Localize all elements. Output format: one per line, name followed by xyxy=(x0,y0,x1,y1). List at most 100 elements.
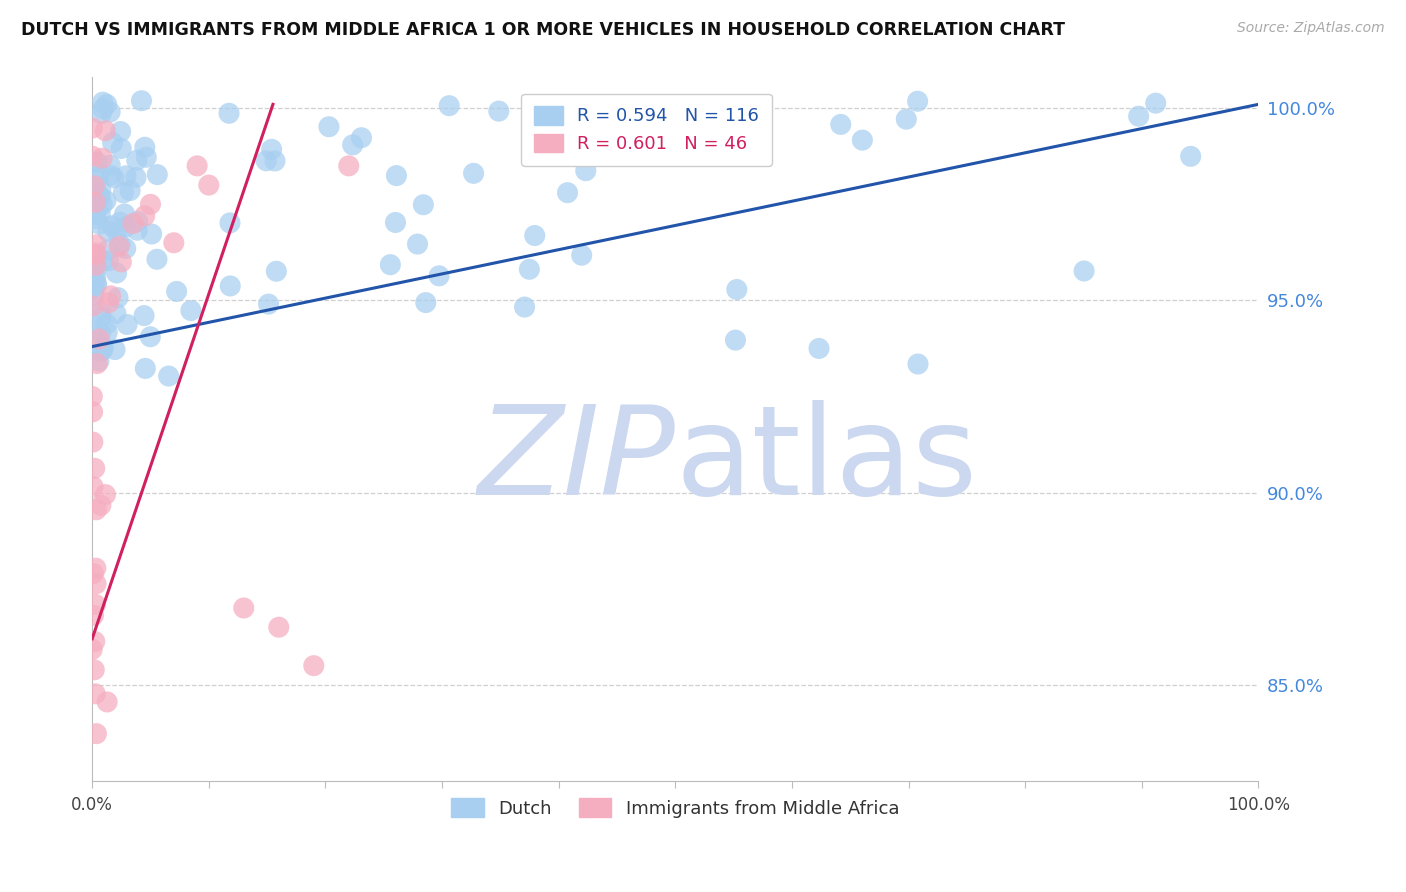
Point xyxy=(337,159,360,173)
Point xyxy=(575,163,598,178)
Point xyxy=(112,186,135,200)
Text: atlas: atlas xyxy=(675,401,977,522)
Point xyxy=(110,141,132,155)
Point xyxy=(557,186,579,200)
Point xyxy=(101,136,124,150)
Point xyxy=(135,150,157,164)
Point xyxy=(82,149,104,163)
Point xyxy=(115,169,138,183)
Point xyxy=(267,620,290,634)
Point xyxy=(84,503,107,517)
Point xyxy=(107,291,129,305)
Point xyxy=(91,102,114,116)
Point xyxy=(519,262,541,277)
Point xyxy=(108,215,131,229)
Point xyxy=(84,195,107,210)
Point xyxy=(89,208,111,222)
Point xyxy=(907,94,929,108)
Point xyxy=(412,198,434,212)
Point xyxy=(134,209,156,223)
Point xyxy=(84,211,107,226)
Point xyxy=(157,369,180,384)
Point xyxy=(84,258,107,272)
Point xyxy=(86,184,108,198)
Point xyxy=(513,300,536,314)
Point xyxy=(82,260,104,275)
Point xyxy=(350,130,373,145)
Point xyxy=(115,318,138,332)
Text: ZIP: ZIP xyxy=(478,401,675,522)
Point xyxy=(571,248,593,262)
Point xyxy=(97,295,120,310)
Point xyxy=(266,264,288,278)
Point xyxy=(108,236,131,251)
Point xyxy=(385,169,408,183)
Point xyxy=(96,97,118,112)
Point xyxy=(218,106,240,120)
Point xyxy=(100,289,122,303)
Point xyxy=(82,389,104,403)
Point xyxy=(342,137,364,152)
Point xyxy=(97,243,120,257)
Point xyxy=(82,120,104,135)
Point xyxy=(86,278,108,293)
Point xyxy=(90,183,112,197)
Point xyxy=(83,205,105,219)
Point xyxy=(84,207,107,221)
Point xyxy=(89,305,111,319)
Point xyxy=(101,219,124,233)
Point xyxy=(84,576,107,591)
Point xyxy=(125,170,148,185)
Point xyxy=(96,317,118,331)
Point xyxy=(94,124,117,138)
Point xyxy=(830,117,852,131)
Point xyxy=(94,487,117,501)
Point xyxy=(84,270,107,285)
Point xyxy=(380,258,402,272)
Point xyxy=(219,216,242,230)
Point xyxy=(82,566,104,581)
Point xyxy=(83,281,105,295)
Point xyxy=(114,219,136,234)
Point xyxy=(84,561,107,575)
Point xyxy=(725,283,748,297)
Point xyxy=(427,268,450,283)
Point xyxy=(437,98,460,112)
Legend: Dutch, Immigrants from Middle Africa: Dutch, Immigrants from Middle Africa xyxy=(444,791,907,825)
Point xyxy=(807,342,830,356)
Point xyxy=(110,255,132,269)
Point xyxy=(1144,96,1167,111)
Point xyxy=(82,435,104,450)
Point xyxy=(82,608,104,623)
Point xyxy=(139,330,162,344)
Point xyxy=(89,217,111,231)
Point xyxy=(163,235,186,250)
Point xyxy=(83,461,105,475)
Point xyxy=(90,310,112,324)
Point xyxy=(1128,109,1150,123)
Point xyxy=(302,658,325,673)
Point xyxy=(82,642,104,657)
Point xyxy=(96,326,118,340)
Point xyxy=(134,140,156,154)
Point xyxy=(86,261,108,276)
Point xyxy=(134,361,156,376)
Point xyxy=(166,285,188,299)
Point xyxy=(198,178,221,192)
Point xyxy=(84,276,107,290)
Point xyxy=(87,354,110,368)
Point xyxy=(86,155,108,169)
Point xyxy=(100,169,122,183)
Point xyxy=(120,184,142,198)
Point xyxy=(724,333,747,347)
Point xyxy=(488,104,510,119)
Point xyxy=(84,245,107,260)
Point xyxy=(114,207,136,221)
Point xyxy=(127,214,149,228)
Point xyxy=(91,343,114,357)
Point xyxy=(91,254,114,268)
Point xyxy=(851,133,873,147)
Point xyxy=(83,178,105,193)
Point xyxy=(406,237,429,252)
Point xyxy=(907,357,929,371)
